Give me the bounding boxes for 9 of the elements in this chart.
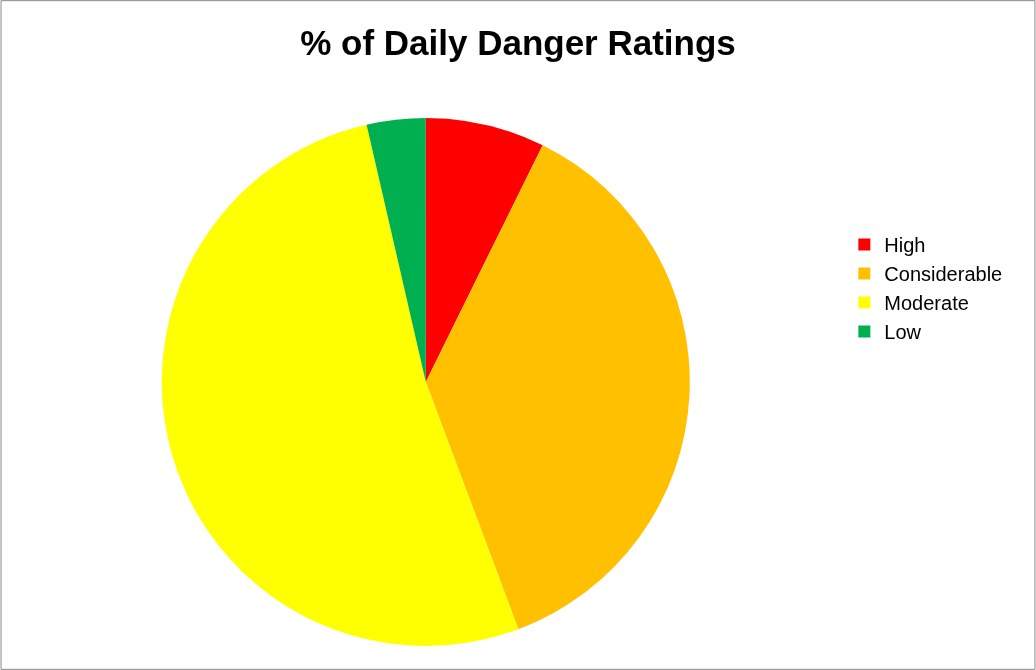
legend-label: Considerable <box>884 263 1003 286</box>
chart-title: % of Daily Danger Ratings <box>300 22 736 62</box>
legend-label: High <box>884 234 926 257</box>
pie-slice <box>425 145 690 630</box>
pie-slice <box>425 117 543 382</box>
pie-slice <box>162 124 519 646</box>
legend-label: Moderate <box>884 292 969 315</box>
pie-slice <box>366 117 426 382</box>
legend-label: Low <box>884 321 922 344</box>
